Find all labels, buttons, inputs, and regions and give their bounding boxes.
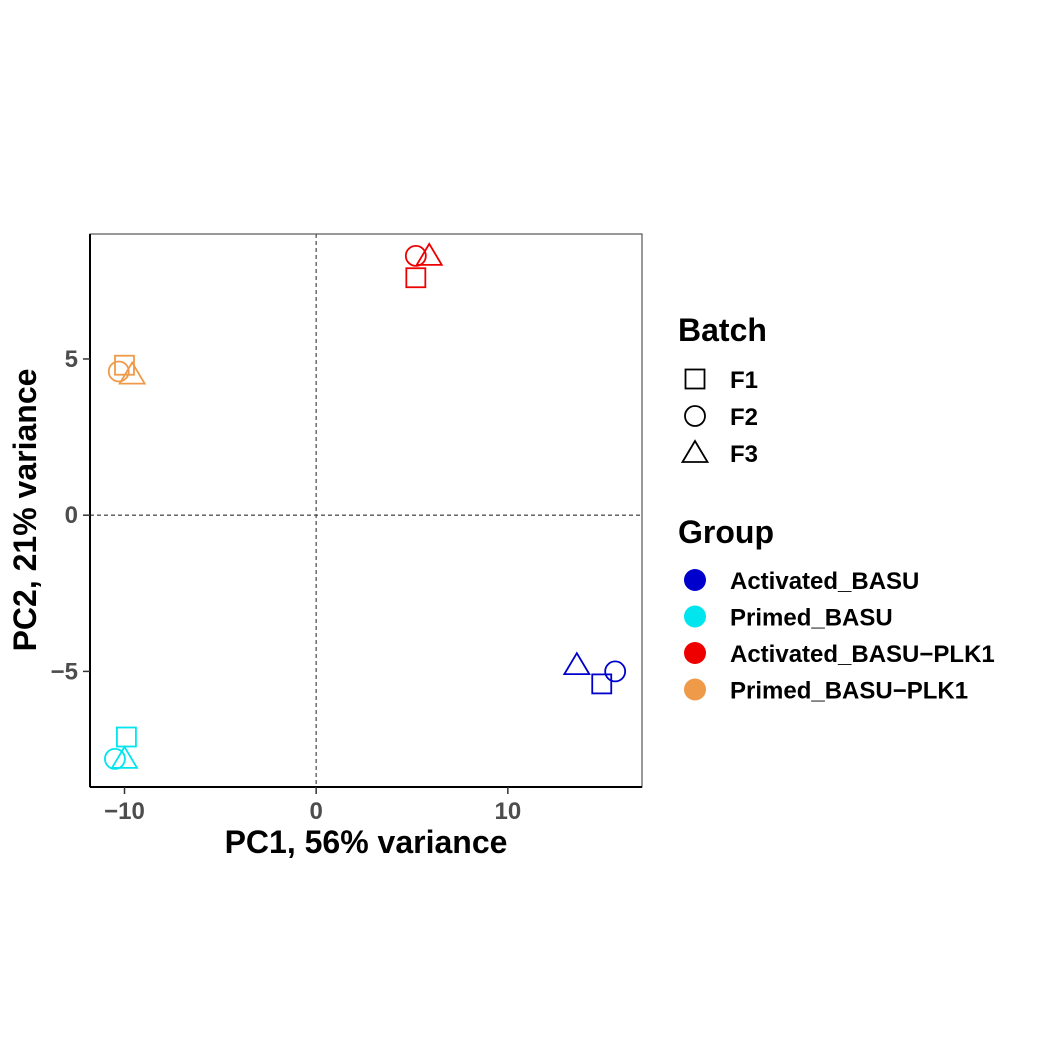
data-point (562, 651, 591, 676)
legend-color-dot-icon (684, 642, 706, 664)
legend-group-label: Primed_BASU (730, 605, 893, 632)
x-tick-label: −10 (104, 798, 145, 825)
data-point (116, 726, 137, 748)
data-point (415, 242, 444, 266)
data-point (404, 244, 427, 267)
legend: Batch F1 F2 F3 Group Activated_BASU Primed_… (678, 312, 995, 705)
legend-group-title: Group (678, 514, 774, 550)
data-point (110, 745, 139, 769)
legend-batch-label: F1 (730, 367, 758, 394)
legend-circle-icon (684, 405, 706, 427)
x-tick-label: 10 (494, 798, 521, 825)
legend-color-dot-icon (684, 569, 706, 591)
legend-group-label: Activated_BASU−PLK1 (730, 641, 995, 668)
data-point (107, 360, 130, 383)
x-axis-title: PC1, 56% variance (225, 824, 508, 860)
x-axis-ticks: −10 0 10 (104, 787, 521, 825)
legend-batch-label: F2 (730, 404, 758, 431)
legend-batch-label: F3 (730, 441, 758, 468)
data-point (604, 660, 627, 683)
legend-color-dot-icon (684, 678, 706, 701)
data-point (591, 673, 613, 695)
legend-group-label: Primed_BASU−PLK1 (730, 678, 968, 705)
legend-group-items: Activated_BASU Primed_BASU Activated_BASU−… (684, 568, 995, 705)
data-points (104, 242, 627, 770)
y-tick-label: 0 (65, 502, 78, 529)
y-tick-label: 5 (65, 346, 78, 373)
legend-batch-title: Batch (678, 312, 767, 348)
data-point (118, 360, 147, 385)
x-tick-label: 0 (309, 798, 322, 825)
legend-group-label: Activated_BASU (730, 568, 919, 595)
y-axis-title: PC2, 21% variance (7, 369, 43, 652)
legend-color-dot-icon (684, 605, 706, 628)
legend-batch-items: F1 F2 F3 (680, 367, 758, 468)
legend-square-icon (684, 368, 706, 390)
reference-lines (90, 234, 642, 787)
legend-triangle-icon (680, 439, 710, 463)
y-tick-label: −5 (51, 658, 78, 685)
data-point (104, 747, 126, 770)
y-axis-ticks: −5 0 5 (51, 346, 90, 685)
plot-panel (89, 233, 643, 788)
data-point (405, 267, 427, 289)
